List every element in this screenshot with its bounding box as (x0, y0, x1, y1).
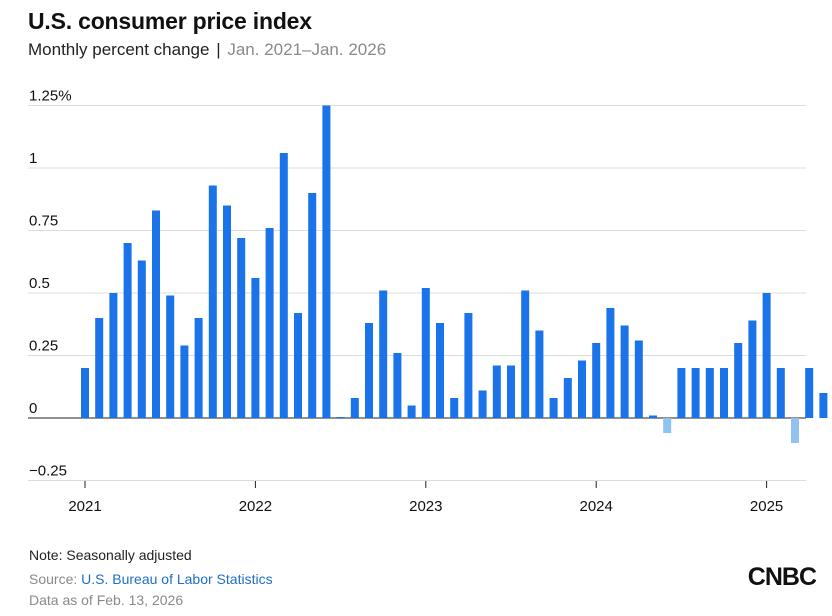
bars (81, 105, 828, 443)
source-prefix: Source: (29, 571, 78, 587)
bar (365, 323, 373, 418)
x-tick-label: 2024 (580, 498, 613, 515)
bar (81, 368, 89, 418)
bar (705, 368, 714, 418)
bar (251, 278, 260, 418)
bar (123, 243, 132, 418)
bar (194, 318, 203, 418)
bar (691, 368, 700, 418)
source-link[interactable]: U.S. Bureau of Labor Statistics (81, 571, 273, 587)
bar (450, 398, 459, 418)
bar (592, 343, 601, 418)
y-tick-label: 0.5 (29, 275, 50, 292)
bar (720, 368, 728, 418)
y-tick-label: 0 (29, 400, 37, 417)
x-tick-label: 2025 (750, 498, 783, 515)
bar (507, 365, 515, 418)
bar (762, 293, 771, 418)
bar (492, 365, 501, 418)
chart-subtitle: Monthly percent change | Jan. 2021–Jan. … (28, 40, 386, 60)
bar (421, 288, 430, 418)
y-tick-label: 0.25 (29, 338, 58, 355)
bar (805, 368, 814, 418)
bar (677, 368, 686, 418)
bar (563, 378, 572, 418)
bar (308, 193, 317, 418)
bar (237, 238, 246, 418)
x-tick-label: 2023 (409, 498, 442, 515)
bar (819, 393, 828, 418)
bar (407, 405, 416, 418)
bar (776, 368, 785, 418)
bar (478, 390, 487, 418)
bar (223, 205, 231, 418)
bar (620, 325, 629, 418)
data-as-of: Data as of Feb. 13, 2026 (29, 592, 184, 608)
y-tick-label: 1 (29, 150, 37, 167)
x-tick-label: 2021 (68, 498, 101, 515)
bar (322, 105, 331, 418)
bar (606, 308, 615, 418)
source-line: Source: U.S. Bureau of Labor Statistics (29, 571, 273, 587)
cnbc-peacock-logo: CNBC (748, 563, 816, 590)
bar (578, 360, 586, 418)
bar (208, 185, 217, 418)
bar (350, 398, 359, 418)
chart-title: U.S. consumer price index (28, 8, 312, 34)
bar (521, 290, 530, 418)
subtitle-main: Monthly percent change (28, 40, 210, 59)
bar (279, 153, 288, 418)
bar (180, 345, 189, 418)
x-axis: 202120222023202420252026 (68, 481, 783, 515)
bar (393, 353, 402, 418)
bar (166, 295, 175, 418)
bar (535, 330, 544, 418)
bar (152, 210, 160, 418)
bar (137, 260, 146, 418)
subtitle-separator: | (216, 40, 221, 59)
bar (379, 290, 388, 418)
bar (265, 228, 274, 418)
bar (336, 417, 345, 418)
y-axis-tick-labels: −0.25 0 0.25 0.5 0.75 1 1.25% (29, 88, 72, 480)
cnbc-logo-text: CNBC (748, 563, 816, 590)
bar (634, 340, 643, 418)
y-tick-label: 0.75 (29, 213, 58, 230)
footnote: Note: Seasonally adjusted (29, 547, 192, 563)
bar (748, 320, 757, 418)
y-tick-label: 1.25% (29, 88, 72, 105)
bar (95, 318, 104, 418)
subtitle-date-range: Jan. 2021–Jan. 2026 (227, 40, 387, 59)
bar (663, 418, 672, 433)
bar (791, 418, 799, 443)
y-tick-label: −0.25 (29, 463, 67, 480)
bar (109, 293, 118, 418)
cpi-bar-chart: −0.25 0 0.25 0.5 0.75 1 1.25% 2021 2022 2023 2024… (28, 88, 828, 515)
bar (436, 323, 444, 418)
bar (294, 313, 302, 418)
bar (734, 343, 743, 418)
bar (464, 313, 473, 418)
bar (549, 398, 558, 418)
bar (649, 415, 657, 418)
x-tick-label: 2022 (239, 498, 272, 515)
